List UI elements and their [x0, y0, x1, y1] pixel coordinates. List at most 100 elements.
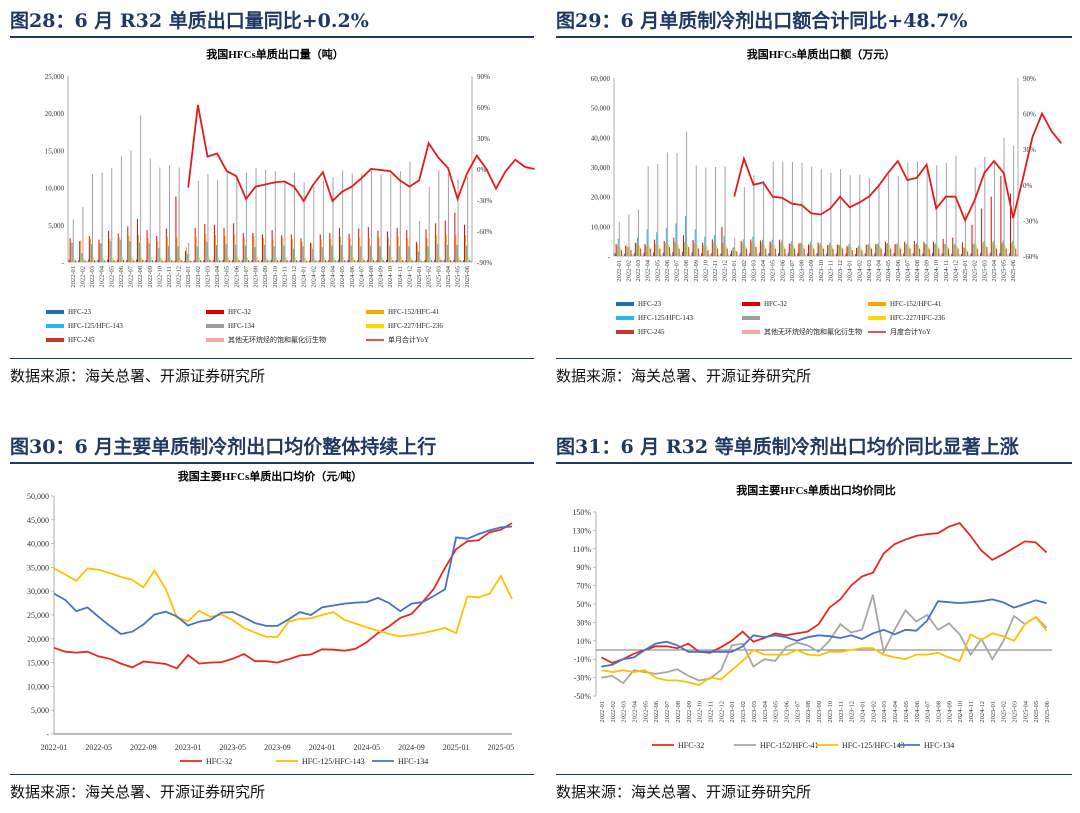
bar: [798, 243, 800, 256]
bar: [248, 260, 250, 262]
bar: [681, 251, 683, 256]
bar: [992, 241, 994, 256]
bar: [133, 260, 135, 262]
bar: [304, 257, 306, 262]
bar: [669, 247, 670, 256]
bar: [95, 260, 97, 262]
legend-swatch: [742, 316, 760, 320]
bar: [630, 250, 632, 256]
bar: [79, 241, 81, 262]
bar: [345, 260, 347, 262]
bar: [342, 170, 344, 262]
bar: [770, 243, 772, 256]
bar: [984, 156, 986, 256]
x-tick-label: 2022-08: [137, 266, 144, 288]
x-tick-label: 2024-05: [353, 743, 380, 752]
bar: [945, 162, 947, 256]
bar: [1001, 242, 1003, 256]
bar: [879, 245, 881, 256]
bar: [318, 260, 320, 262]
bar: [657, 164, 659, 256]
bar: [135, 259, 137, 262]
bar: [354, 260, 356, 262]
bar: [400, 257, 402, 262]
bar: [159, 167, 161, 262]
bar: [100, 243, 102, 262]
bar: [859, 174, 861, 256]
bar: [726, 248, 728, 256]
bar: [102, 257, 104, 262]
x-tick-label: 2024-09: [946, 701, 953, 723]
bar: [645, 245, 647, 256]
x-tick-label: 2024-07: [925, 700, 932, 722]
bar: [808, 244, 809, 256]
bar: [783, 245, 785, 256]
bar: [1003, 137, 1005, 256]
bar: [752, 236, 754, 256]
bar: [111, 168, 113, 262]
bar: [741, 243, 743, 256]
yoy-line: [733, 111, 1063, 223]
bar: [811, 166, 813, 256]
x-tick-label: 2023-01: [185, 266, 192, 288]
x-tick-label: 2023-12: [837, 260, 844, 282]
bar: [886, 243, 887, 256]
bar: [990, 196, 992, 256]
bar: [289, 260, 291, 262]
bar: [244, 245, 246, 262]
bar: [227, 257, 229, 262]
bar: [997, 253, 999, 256]
x-tick-label: 2023-11: [838, 701, 845, 722]
y-tick-label: 30,000: [591, 164, 611, 172]
bar: [713, 235, 715, 256]
x-tick-label: 2024-12: [952, 260, 959, 282]
bar: [881, 253, 883, 256]
bar: [787, 252, 789, 256]
bar: [281, 235, 283, 262]
legend-label: HFC-227/HFC-236: [388, 322, 443, 330]
bar: [810, 241, 812, 256]
bar: [218, 257, 220, 262]
bar: [943, 243, 945, 256]
x-tick-label: 2025-03: [1012, 701, 1019, 723]
bar: [942, 238, 944, 256]
bar: [337, 259, 339, 262]
bar: [294, 172, 296, 262]
bar: [406, 230, 408, 262]
bar: [712, 242, 714, 256]
bar: [765, 248, 767, 256]
y-tick-label: 70%: [576, 582, 591, 591]
bar: [72, 219, 74, 262]
bar: [120, 156, 122, 262]
bar: [462, 260, 464, 262]
bar: [276, 260, 278, 262]
x-tick-label: 2024-07: [358, 265, 365, 287]
bar: [692, 239, 694, 256]
bar: [139, 242, 141, 262]
bar: [865, 244, 867, 256]
bar: [982, 242, 984, 256]
bar: [319, 234, 321, 262]
x-tick-label: 2022-06: [664, 259, 671, 281]
bar: [779, 239, 781, 256]
bar: [398, 246, 400, 262]
bar: [328, 260, 330, 262]
bar: [869, 245, 871, 256]
bar: [340, 236, 341, 262]
bar: [634, 242, 636, 256]
bar: [847, 246, 849, 256]
x-tick-label: 2023-05: [224, 266, 231, 288]
bar: [444, 220, 446, 262]
bar: [656, 232, 658, 256]
bar: [806, 253, 808, 256]
bar: [703, 245, 705, 256]
bar: [898, 245, 900, 256]
bar: [371, 170, 372, 262]
bar: [896, 243, 898, 256]
bar: [216, 244, 217, 262]
x-tick-label: 2023-01: [731, 260, 738, 282]
bar: [315, 260, 317, 262]
legend-swatch: [868, 302, 886, 306]
bar: [754, 244, 756, 256]
x-tick-label: 2023-08: [253, 266, 260, 288]
